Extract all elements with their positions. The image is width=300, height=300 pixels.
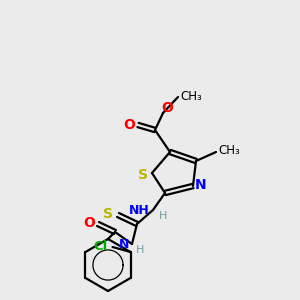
Text: CH₃: CH₃ [180, 89, 202, 103]
Text: N: N [118, 238, 129, 251]
Text: O: O [123, 118, 135, 132]
Text: Cl: Cl [93, 239, 108, 253]
Text: O: O [161, 101, 173, 115]
Text: H: H [159, 211, 167, 221]
Text: S: S [138, 168, 148, 182]
Text: NH: NH [129, 205, 150, 218]
Text: CH₃: CH₃ [218, 145, 240, 158]
Text: H: H [136, 245, 144, 255]
Text: S: S [103, 207, 113, 221]
Text: N: N [195, 178, 207, 192]
Text: O: O [83, 216, 95, 230]
